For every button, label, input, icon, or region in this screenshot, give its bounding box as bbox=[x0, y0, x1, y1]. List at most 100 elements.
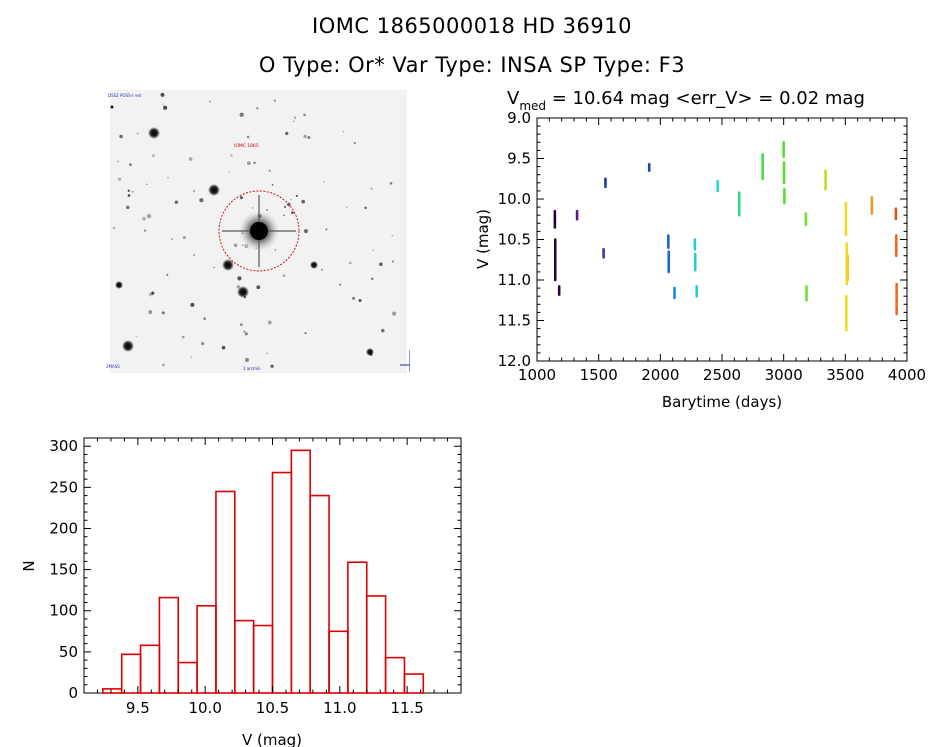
star bbox=[292, 120, 295, 123]
lc-xtick-label: 2000 bbox=[641, 366, 679, 384]
hist-bar bbox=[234, 619, 255, 694]
star bbox=[266, 209, 268, 211]
star bbox=[161, 311, 165, 315]
star bbox=[192, 189, 196, 193]
lc-ytick-label: 12.0 bbox=[498, 352, 531, 370]
star bbox=[267, 320, 272, 325]
star bbox=[112, 226, 116, 230]
hist-bar bbox=[290, 449, 312, 694]
lc-xtick-label: 3000 bbox=[765, 366, 803, 384]
star bbox=[215, 189, 217, 191]
star bbox=[244, 357, 249, 362]
star bbox=[170, 238, 174, 241]
lc-ytick-label: 10.5 bbox=[498, 231, 531, 249]
star bbox=[370, 187, 373, 190]
hist-ytick-label: 0 bbox=[68, 684, 78, 702]
hist-xlabel: V (mag) bbox=[242, 731, 302, 747]
star bbox=[379, 262, 383, 267]
star bbox=[152, 154, 155, 157]
star bbox=[295, 194, 298, 197]
lc-xtick-label: 1500 bbox=[580, 366, 618, 384]
star bbox=[115, 281, 123, 289]
lc-ytick-label: 10.0 bbox=[498, 190, 531, 208]
lc-ylabel: V (mag) bbox=[474, 209, 492, 269]
star bbox=[209, 100, 211, 103]
hist-bar bbox=[215, 490, 236, 694]
lc-ytick-label: 9.0 bbox=[507, 109, 531, 127]
star bbox=[283, 205, 286, 209]
star bbox=[228, 171, 230, 173]
hist-xtick-label: 10.0 bbox=[188, 699, 221, 717]
star bbox=[353, 141, 356, 145]
sky-label-target: IOMC 1865 bbox=[234, 143, 259, 149]
star bbox=[237, 286, 249, 298]
lc-ytick-label: 11.5 bbox=[498, 312, 531, 330]
star bbox=[310, 261, 318, 269]
star bbox=[256, 285, 261, 290]
star bbox=[266, 352, 268, 355]
chart-title-line2: O Type: Or* Var Type: INSA SP Type: F3 bbox=[258, 53, 686, 77]
hist-bar bbox=[158, 596, 180, 694]
sky-label-top-left: DSS2 POSS-I red bbox=[108, 93, 142, 98]
lc-xtick-label: 3500 bbox=[826, 366, 864, 384]
star bbox=[371, 277, 374, 280]
lc-xtick-label: 2500 bbox=[703, 366, 741, 384]
hist-bar bbox=[347, 561, 368, 694]
star bbox=[233, 243, 238, 248]
star bbox=[236, 284, 241, 289]
star bbox=[181, 335, 185, 339]
star bbox=[122, 340, 134, 352]
star bbox=[391, 260, 395, 263]
star bbox=[190, 356, 192, 358]
star bbox=[246, 135, 250, 139]
star bbox=[323, 181, 325, 183]
hist-bar bbox=[177, 661, 198, 694]
star bbox=[303, 229, 309, 234]
hist-xtick-label: 10.5 bbox=[256, 699, 289, 717]
star bbox=[145, 183, 148, 185]
star bbox=[162, 103, 164, 106]
hist-axes: 9.5 10.0 10.5 11.0 11.5 0 50 100 150 200 250 300 bbox=[49, 437, 462, 717]
hist-bar bbox=[328, 630, 349, 694]
star bbox=[174, 200, 179, 204]
hist-ylabel: N bbox=[20, 560, 38, 571]
lc-ytick-label: 9.5 bbox=[507, 150, 531, 168]
star bbox=[320, 268, 323, 271]
star bbox=[126, 205, 130, 210]
star bbox=[129, 163, 132, 167]
star bbox=[244, 332, 248, 336]
star bbox=[303, 134, 307, 139]
star bbox=[352, 296, 356, 300]
star bbox=[117, 177, 122, 181]
star bbox=[142, 216, 146, 221]
star bbox=[190, 302, 195, 307]
star bbox=[237, 276, 242, 281]
hist-bar bbox=[403, 673, 425, 694]
hist-ytick-label: 100 bbox=[49, 602, 78, 620]
star bbox=[304, 332, 307, 335]
hist-ytick-label: 300 bbox=[49, 437, 78, 455]
target-circle bbox=[218, 190, 300, 272]
sky-label-bottom-left: 2MASS bbox=[106, 364, 120, 369]
hist-xtick-label: 9.5 bbox=[126, 699, 150, 717]
star bbox=[346, 206, 348, 209]
star bbox=[136, 132, 139, 135]
hist-xtick-label: 11.0 bbox=[323, 699, 356, 717]
star bbox=[135, 335, 138, 338]
star bbox=[188, 157, 193, 161]
hist-bar bbox=[384, 656, 406, 694]
star bbox=[246, 161, 251, 165]
star bbox=[285, 131, 289, 136]
light-curve-chart: Vmed = 10.64 mag <err_V> = 0.02 mag 1000… bbox=[474, 88, 926, 410]
star bbox=[166, 273, 169, 276]
star bbox=[162, 363, 165, 367]
star bbox=[271, 184, 274, 186]
hist-bar bbox=[309, 494, 330, 694]
star bbox=[110, 105, 114, 109]
star bbox=[274, 249, 277, 251]
star bbox=[273, 99, 276, 102]
star bbox=[201, 342, 205, 346]
hist-xtick-label: 11.5 bbox=[390, 699, 423, 717]
star bbox=[380, 328, 385, 333]
lc-plot-frame bbox=[536, 117, 908, 362]
